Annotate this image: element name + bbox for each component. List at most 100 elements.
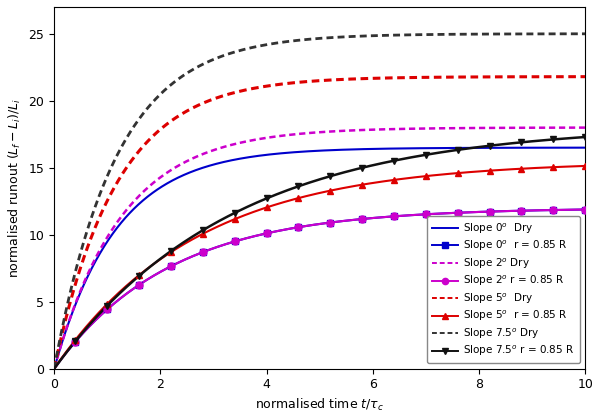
Legend: Slope 0$^o$  Dry, Slope 0$^o$  r = 0.85 R, Slope 2$^o$ Dry, Slope 2$^o$ r = 0.85: Slope 0$^o$ Dry, Slope 0$^o$ r = 0.85 R,… <box>427 216 580 363</box>
Slope 2$^o$ r = 0.85 R <box>136 282 143 287</box>
Slope 0$^o$  r = 0.85 R <box>391 214 398 219</box>
Slope 5$^o$  Dry <box>105 196 112 201</box>
Slope 5$^o$  Dry <box>284 81 292 86</box>
Slope 5$^o$  r = 0.85 R <box>295 196 302 201</box>
Slope 0$^o$  Dry <box>265 152 272 157</box>
Slope 0$^o$  Dry <box>474 145 481 150</box>
Line: Slope 0$^o$  r = 0.85 R: Slope 0$^o$ r = 0.85 R <box>72 206 589 345</box>
Slope 5$^o$  r = 0.85 R <box>136 273 143 278</box>
Slope 0$^o$  r = 0.85 R <box>326 220 334 225</box>
Slope 5$^o$  Dry <box>50 366 58 371</box>
Slope 5$^o$  Dry <box>265 83 272 88</box>
Slope 0$^o$  r = 0.85 R <box>295 225 302 230</box>
Slope 7.5$^o$ r = 0.85 R <box>167 249 175 254</box>
Slope 7.5$^o$ Dry <box>265 42 272 47</box>
Slope 7.5$^o$ r = 0.85 R <box>581 134 589 139</box>
Slope 2$^o$ r = 0.85 R <box>72 339 79 344</box>
Slope 5$^o$  r = 0.85 R <box>581 163 589 168</box>
Slope 2$^o$ Dry <box>50 366 58 371</box>
Slope 5$^o$  Dry <box>474 74 481 79</box>
Slope 2$^o$ Dry <box>474 126 481 131</box>
Slope 5$^o$  r = 0.85 R <box>104 301 111 306</box>
Slope 7.5$^o$ r = 0.85 R <box>359 165 366 170</box>
Slope 2$^o$ r = 0.85 R <box>104 307 111 312</box>
Line: Slope 7.5$^o$ r = 0.85 R: Slope 7.5$^o$ r = 0.85 R <box>72 134 589 345</box>
Slope 7.5$^o$ r = 0.85 R <box>518 140 525 145</box>
Slope 0$^o$  r = 0.85 R <box>518 208 525 213</box>
Slope 5$^o$  r = 0.85 R <box>550 165 557 170</box>
Slope 7.5$^o$ r = 0.85 R <box>231 210 238 215</box>
Slope 5$^o$  r = 0.85 R <box>199 231 206 236</box>
Slope 2$^o$ Dry <box>105 233 112 238</box>
Slope 0$^o$  r = 0.85 R <box>454 210 461 215</box>
Slope 2$^o$ r = 0.85 R <box>550 207 557 213</box>
Slope 5$^o$  r = 0.85 R <box>454 171 461 176</box>
Slope 7.5$^o$ r = 0.85 R <box>295 184 302 189</box>
Slope 7.5$^o$ r = 0.85 R <box>391 158 398 163</box>
Slope 0$^o$  Dry <box>464 145 472 150</box>
Slope 7.5$^o$ r = 0.85 R <box>486 143 493 148</box>
Slope 2$^o$ r = 0.85 R <box>391 214 398 219</box>
Slope 5$^o$  r = 0.85 R <box>391 177 398 182</box>
Slope 0$^o$  r = 0.85 R <box>422 212 430 217</box>
Slope 0$^o$  r = 0.85 R <box>72 339 79 344</box>
Line: Slope 2$^o$ Dry: Slope 2$^o$ Dry <box>54 128 585 369</box>
Slope 0$^o$  r = 0.85 R <box>104 307 111 312</box>
Slope 2$^o$ r = 0.85 R <box>454 210 461 215</box>
Slope 7.5$^o$ Dry <box>50 366 58 371</box>
Line: Slope 2$^o$ r = 0.85 R: Slope 2$^o$ r = 0.85 R <box>72 206 589 345</box>
Slope 7.5$^o$ r = 0.85 R <box>263 196 270 201</box>
Slope 5$^o$  Dry <box>415 75 422 80</box>
Slope 2$^o$ Dry <box>265 135 272 140</box>
Slope 7.5$^o$ Dry <box>415 32 422 37</box>
Slope 7.5$^o$ r = 0.85 R <box>550 137 557 142</box>
Slope 2$^o$ r = 0.85 R <box>167 264 175 269</box>
Slope 2$^o$ r = 0.85 R <box>263 231 270 236</box>
Slope 7.5$^o$ r = 0.85 R <box>326 174 334 179</box>
Slope 2$^o$ r = 0.85 R <box>326 220 334 225</box>
Slope 5$^o$  r = 0.85 R <box>486 168 493 173</box>
Slope 5$^o$  r = 0.85 R <box>231 217 238 222</box>
Slope 7.5$^o$ Dry <box>464 32 472 37</box>
Slope 2$^o$ r = 0.85 R <box>295 225 302 230</box>
Slope 0$^o$  Dry <box>50 366 58 371</box>
Slope 2$^o$ Dry <box>415 126 422 131</box>
Slope 7.5$^o$ r = 0.85 R <box>72 339 79 344</box>
Line: Slope 5$^o$  r = 0.85 R: Slope 5$^o$ r = 0.85 R <box>72 163 589 343</box>
Slope 0$^o$  r = 0.85 R <box>581 207 589 212</box>
Slope 7.5$^o$ Dry <box>284 39 292 44</box>
Slope 2$^o$ r = 0.85 R <box>518 208 525 213</box>
Slope 2$^o$ r = 0.85 R <box>199 249 206 255</box>
Slope 5$^o$  Dry <box>581 74 589 79</box>
Slope 2$^o$ Dry <box>284 132 292 137</box>
Slope 0$^o$  r = 0.85 R <box>486 209 493 214</box>
Slope 7.5$^o$ r = 0.85 R <box>199 228 206 233</box>
Slope 0$^o$  Dry <box>105 237 112 242</box>
Slope 0$^o$  r = 0.85 R <box>550 207 557 213</box>
Y-axis label: normalised runout $(L_f - L_i)/L_i$: normalised runout $(L_f - L_i)/L_i$ <box>7 98 23 278</box>
Line: Slope 7.5$^o$ Dry: Slope 7.5$^o$ Dry <box>54 34 585 369</box>
Slope 5$^o$  Dry <box>464 74 472 79</box>
Slope 2$^o$ r = 0.85 R <box>231 239 238 244</box>
Slope 0$^o$  Dry <box>284 150 292 155</box>
Slope 5$^o$  r = 0.85 R <box>167 249 175 255</box>
Slope 5$^o$  r = 0.85 R <box>72 337 79 342</box>
Slope 7.5$^o$ r = 0.85 R <box>136 273 143 278</box>
Slope 5$^o$  r = 0.85 R <box>326 188 334 193</box>
Slope 7.5$^o$ r = 0.85 R <box>422 152 430 158</box>
Slope 5$^o$  r = 0.85 R <box>359 182 366 187</box>
Slope 2$^o$ r = 0.85 R <box>581 207 589 212</box>
Slope 7.5$^o$ Dry <box>474 32 481 37</box>
Line: Slope 5$^o$  Dry: Slope 5$^o$ Dry <box>54 77 585 369</box>
Slope 5$^o$  r = 0.85 R <box>422 173 430 178</box>
Slope 7.5$^o$ Dry <box>581 31 589 36</box>
Line: Slope 0$^o$  Dry: Slope 0$^o$ Dry <box>54 148 585 369</box>
Slope 5$^o$  r = 0.85 R <box>518 166 525 171</box>
Slope 2$^o$ r = 0.85 R <box>486 209 493 214</box>
X-axis label: normalised time $t/\tau_c$: normalised time $t/\tau_c$ <box>255 397 384 413</box>
Slope 0$^o$  r = 0.85 R <box>263 231 270 236</box>
Slope 0$^o$  r = 0.85 R <box>136 282 143 287</box>
Slope 0$^o$  Dry <box>415 146 422 151</box>
Slope 0$^o$  r = 0.85 R <box>167 264 175 269</box>
Slope 7.5$^o$ Dry <box>105 171 112 176</box>
